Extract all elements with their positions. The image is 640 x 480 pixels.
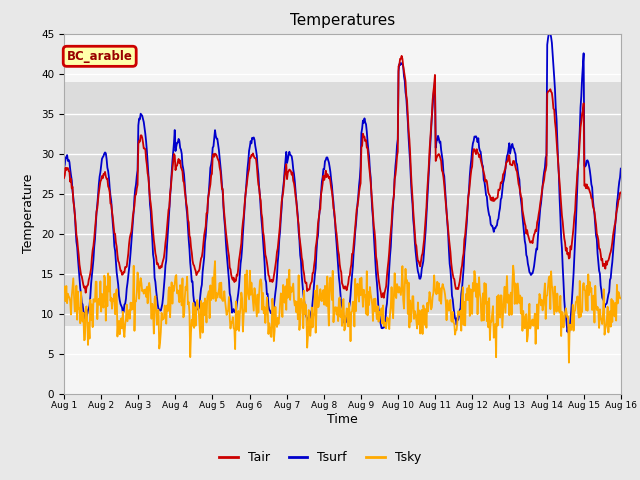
Title: Temperatures: Temperatures [290, 13, 395, 28]
X-axis label: Time: Time [327, 413, 358, 426]
Bar [64, 82, 621, 325]
Text: BC_arable: BC_arable [67, 50, 132, 63]
Legend: Tair, Tsurf, Tsky: Tair, Tsurf, Tsky [214, 446, 426, 469]
Y-axis label: Temperature: Temperature [22, 174, 35, 253]
